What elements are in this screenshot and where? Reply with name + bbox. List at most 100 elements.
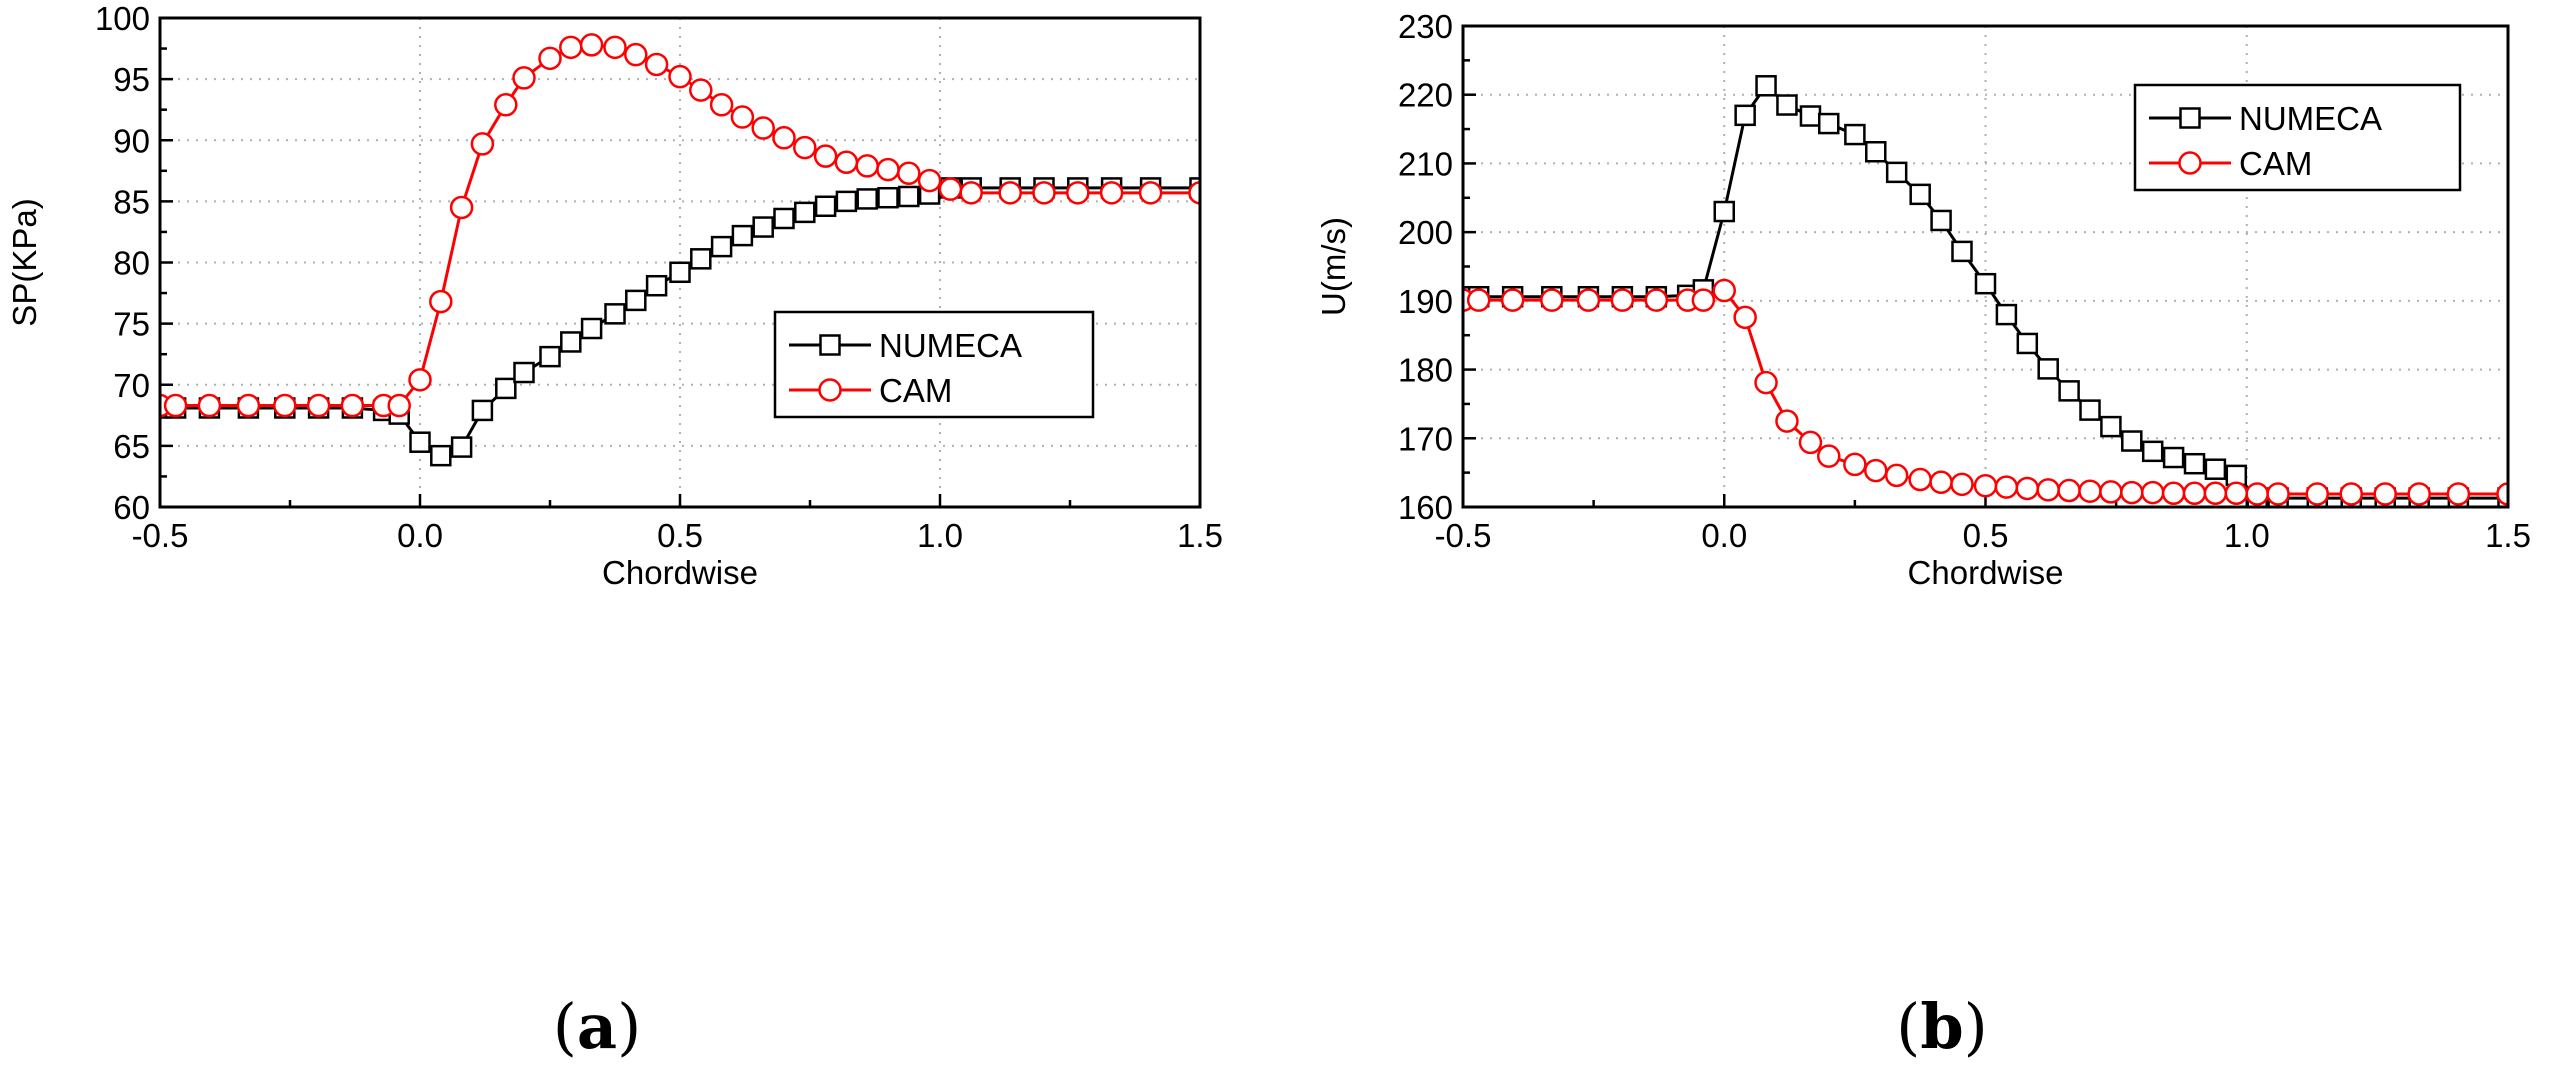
data-point xyxy=(938,177,963,201)
data-point xyxy=(1995,303,2018,326)
data-point xyxy=(408,368,432,392)
data-point xyxy=(1466,288,1491,312)
y-tick-label: 100 xyxy=(95,0,150,37)
y-tick-label: 160 xyxy=(1398,489,1453,526)
y-tick-label: 220 xyxy=(1398,77,1453,114)
data-point xyxy=(2305,482,2330,506)
x-tick-label: -0.5 xyxy=(132,517,189,554)
data-point xyxy=(197,393,222,418)
y-tick-label: 200 xyxy=(1398,214,1453,251)
data-point xyxy=(1994,475,2019,499)
data-point xyxy=(1799,105,1822,127)
data-point xyxy=(236,393,261,418)
data-point xyxy=(751,116,775,140)
data-point xyxy=(2204,458,2227,480)
data-point xyxy=(512,66,536,90)
x-tick-label: -0.5 xyxy=(1435,517,1492,554)
data-point xyxy=(2016,332,2039,355)
data-point xyxy=(430,444,452,467)
data-point xyxy=(1930,209,1952,232)
data-point xyxy=(559,35,583,60)
data-point xyxy=(813,144,838,168)
y-tick-label: 80 xyxy=(113,245,150,282)
data-point xyxy=(429,289,453,314)
x-tick-label: 0.0 xyxy=(397,517,443,554)
data-point xyxy=(1817,444,1841,468)
data-point xyxy=(2036,478,2060,502)
data-point xyxy=(2162,446,2185,469)
data-point xyxy=(1974,272,1997,295)
data-point xyxy=(1909,183,1931,206)
panel-label: (b) xyxy=(1896,990,1988,1063)
data-point xyxy=(409,431,431,453)
data-point xyxy=(1843,452,1867,477)
data-point xyxy=(2121,430,2143,452)
y-tick-label: 65 xyxy=(113,428,150,465)
y-tick-label: 180 xyxy=(1398,352,1453,389)
data-point xyxy=(690,248,712,270)
data-point xyxy=(471,399,494,422)
data-point xyxy=(917,168,942,193)
chart-panel-1: -0.5 0.0 0.5 1.0 1.5 60 65 70 75 80 85 90 95 100 Chord… xyxy=(6,0,1223,1063)
data-point xyxy=(772,126,796,150)
legend-marker-numeca xyxy=(819,334,841,356)
data-point xyxy=(624,42,648,67)
data-point xyxy=(387,393,411,418)
x-tick-label: 0.5 xyxy=(657,517,703,554)
data-point xyxy=(731,224,754,247)
y-axis-label: SP(KPa) xyxy=(6,198,43,326)
series-cam xyxy=(160,33,1200,418)
legend: NUMECA CAM xyxy=(2133,83,2462,192)
data-point xyxy=(2446,482,2471,506)
data-point xyxy=(2057,478,2081,503)
data-point xyxy=(897,161,921,186)
data-point xyxy=(513,361,535,384)
data-point xyxy=(538,46,562,71)
data-point xyxy=(1734,104,1756,127)
data-point xyxy=(2373,482,2397,506)
data-point xyxy=(898,185,920,208)
x-axis-label: Chordwise xyxy=(1908,554,2064,591)
data-point xyxy=(752,216,774,238)
data-point xyxy=(773,207,795,230)
data-point xyxy=(794,201,816,224)
data-point xyxy=(645,274,668,297)
data-point xyxy=(306,393,331,418)
data-point xyxy=(1951,240,1973,263)
legend-marker-cam xyxy=(818,378,842,402)
legend-label-numeca: NUMECA xyxy=(2239,100,2382,137)
y-tick-label: 170 xyxy=(1398,420,1453,457)
data-point xyxy=(710,235,733,258)
series-cam xyxy=(1463,278,2508,506)
data-point xyxy=(1776,94,1798,116)
data-point xyxy=(1865,140,1887,163)
data-point xyxy=(2141,440,2164,463)
data-point xyxy=(273,393,297,418)
data-point xyxy=(730,105,755,129)
data-point xyxy=(1644,288,1669,312)
chart-panel-2: -0.5 0.0 0.5 1.0 1.5 160 170 180 190 200 210 220 230… xyxy=(1315,8,2531,1063)
legend-label-numeca: NUMECA xyxy=(879,327,1022,364)
data-point xyxy=(604,303,626,325)
data-point xyxy=(1138,181,1163,205)
data-point xyxy=(539,345,561,368)
data-point xyxy=(2183,452,2206,475)
data-point xyxy=(1066,181,1090,205)
data-point xyxy=(2037,358,2059,380)
data-point xyxy=(669,261,691,284)
data-point xyxy=(470,132,495,156)
y-tick-label: 230 xyxy=(1398,8,1453,45)
data-point xyxy=(579,33,604,57)
data-point xyxy=(1950,472,1974,497)
data-point xyxy=(494,93,518,117)
y-tick-label: 210 xyxy=(1398,145,1453,182)
data-point xyxy=(2120,480,2144,505)
data-point xyxy=(450,436,473,458)
y-tick-label: 70 xyxy=(113,367,150,404)
data-point xyxy=(2224,481,2249,506)
data-point xyxy=(1099,181,1124,205)
data-point xyxy=(2078,479,2102,503)
data-point xyxy=(2182,481,2207,506)
data-point xyxy=(603,35,627,60)
